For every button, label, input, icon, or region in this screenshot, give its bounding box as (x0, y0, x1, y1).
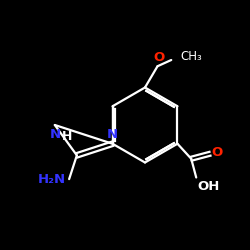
Text: CH₃: CH₃ (180, 50, 202, 63)
Text: O: O (153, 51, 164, 64)
Text: H₂N: H₂N (37, 172, 66, 186)
Text: N: N (107, 128, 118, 141)
Text: N: N (49, 128, 60, 141)
Text: H: H (62, 130, 72, 143)
Text: O: O (211, 146, 222, 159)
Text: OH: OH (198, 180, 220, 193)
